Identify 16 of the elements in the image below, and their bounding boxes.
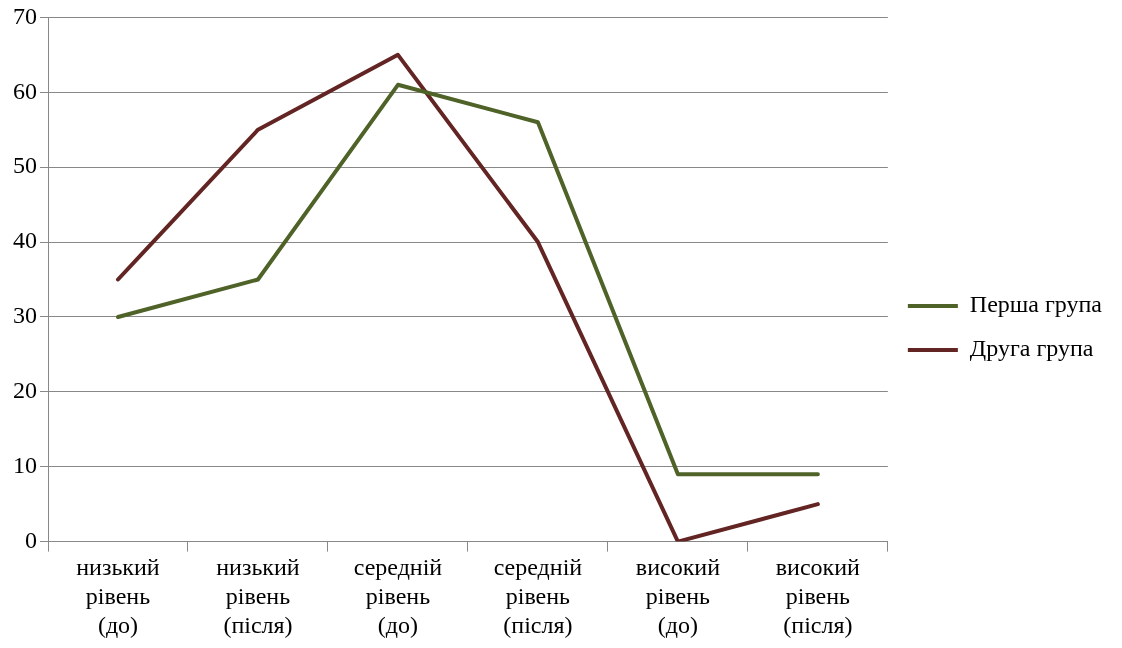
y-tick-label: 60 <box>13 77 37 104</box>
y-tick-label: 50 <box>13 152 37 179</box>
x-tick-label: низький рівень (до) <box>76 554 160 638</box>
y-tick-label: 0 <box>25 526 37 553</box>
x-tick-label: середній рівень (після) <box>493 554 583 638</box>
y-tick-label: 70 <box>13 2 37 29</box>
legend-label: Перша група <box>969 291 1103 318</box>
x-tick-label: високий рівень (до) <box>635 554 721 638</box>
x-tick-label: високий рівень (після) <box>775 554 861 638</box>
x-tick-label: середній рівень (до) <box>353 554 443 638</box>
y-tick-label: 10 <box>13 452 37 479</box>
legend-label: Друга група <box>969 335 1094 362</box>
y-tick-label: 40 <box>13 227 37 254</box>
x-tick-label: низький рівень (після) <box>216 554 300 638</box>
y-tick-label: 30 <box>13 302 37 329</box>
y-tick-label: 20 <box>13 377 37 404</box>
